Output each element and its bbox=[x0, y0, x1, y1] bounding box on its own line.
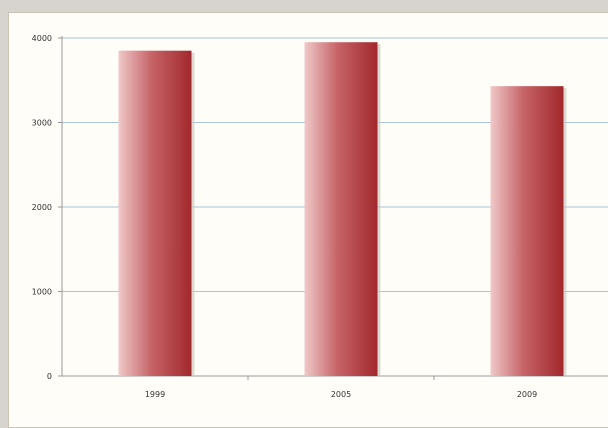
x-tick-label: 2009 bbox=[517, 390, 537, 399]
bar-1999 bbox=[118, 50, 192, 377]
x-tick-labels: 1999 2005 2009 bbox=[145, 390, 537, 399]
x-tick-label: 2005 bbox=[331, 390, 351, 399]
y-tick-labels: 0 1000 2000 3000 4000 bbox=[32, 34, 52, 381]
x-tick-label: 1999 bbox=[145, 390, 165, 399]
y-tick-label: 4000 bbox=[32, 34, 52, 43]
y-tick-label: 0 bbox=[47, 372, 52, 381]
y-tick-label: 3000 bbox=[32, 119, 52, 128]
bar-2009 bbox=[490, 86, 564, 376]
y-tick-label: 1000 bbox=[32, 288, 52, 297]
bars bbox=[118, 42, 567, 377]
bar-2005 bbox=[304, 42, 378, 376]
y-tick-label: 2000 bbox=[32, 203, 52, 212]
